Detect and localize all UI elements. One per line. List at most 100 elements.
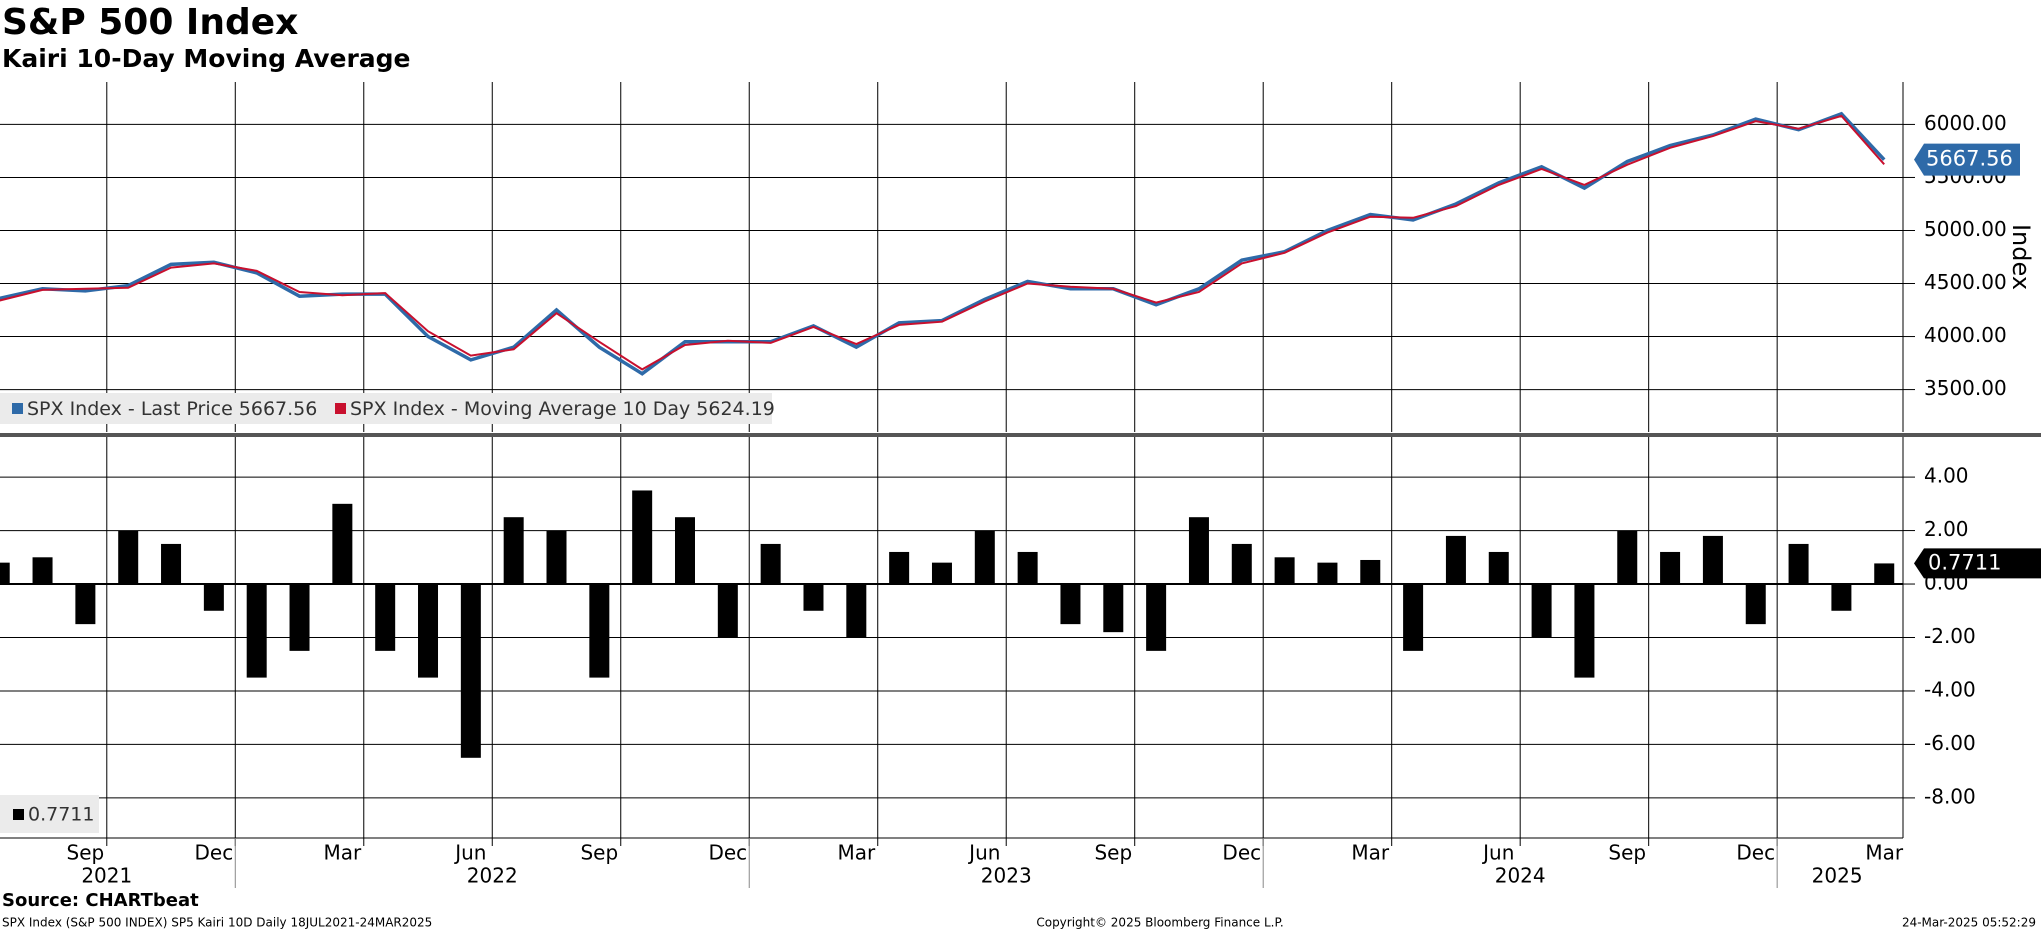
bar [889, 551, 910, 585]
x-tick-label: Sep [580, 841, 618, 865]
y-tick-label: 3500.00 [1924, 376, 2007, 400]
legend-name: SPX Index - Last Price [27, 398, 233, 420]
x-tick-label: Sep [1608, 841, 1646, 865]
legend-box [0, 393, 772, 424]
last-value-label: 5667.56 [1926, 147, 2013, 171]
x-year-label: 2022 [467, 864, 518, 888]
x-tick-label: Dec [1736, 841, 1775, 865]
last-value-callout [1914, 143, 2020, 176]
footer-right: 24-Mar-2025 05:52:29 [1902, 916, 2036, 930]
bar [1017, 551, 1038, 585]
footer-center: Copyright© 2025 Bloomberg Finance L.P. [1036, 916, 1283, 930]
bar [32, 557, 53, 585]
bar [1146, 584, 1167, 651]
bar [460, 584, 481, 758]
bar [1317, 562, 1338, 585]
last-value-label: 0.7711 [1928, 550, 2001, 574]
legend-value: 0.7711 [28, 804, 94, 826]
bar [1360, 559, 1381, 585]
x-tick-label: Dec [195, 841, 234, 865]
bar [931, 562, 952, 585]
x-tick-label: Dec [708, 841, 747, 865]
chart-subtitle: Kairi 10-Day Moving Average [2, 44, 411, 73]
bar [589, 584, 610, 678]
chart-title: S&P 500 Index [2, 2, 298, 43]
legend-value: 5624.19 [696, 398, 775, 420]
bar [118, 530, 139, 585]
bar [1531, 584, 1552, 638]
footer-left: SPX Index (S&P 500 INDEX) SP5 Kairi 10D … [2, 916, 432, 930]
bar [1660, 551, 1681, 585]
bar [1488, 551, 1509, 585]
bar [1617, 530, 1638, 585]
x-tick-label: Mar [837, 841, 876, 865]
bar [161, 543, 182, 585]
bar [418, 584, 439, 678]
last-value-callout [1914, 548, 2041, 579]
bar [1403, 584, 1424, 651]
x-tick-label: Jun [1481, 841, 1514, 865]
bar [1060, 584, 1081, 625]
y-axis-label: Index [2007, 224, 2035, 290]
legend-value: 5667.56 [239, 398, 318, 420]
x-year-label: 2023 [981, 864, 1032, 888]
bar [717, 584, 738, 638]
x-tick-label: Dec [1222, 841, 1261, 865]
legend-name: SPX Index - Moving Average 10 Day [350, 398, 690, 420]
x-tick-label: Mar [323, 841, 362, 865]
bar [375, 584, 396, 651]
legend-entry: SPX Index - Last Price 5667.56 [27, 398, 317, 420]
bar [75, 584, 96, 625]
bar [1874, 563, 1895, 585]
y-tick-label: -8.00 [1924, 784, 1976, 808]
x-tick-label: Mar [1865, 841, 1904, 865]
bar [503, 517, 524, 585]
x-tick-label: Jun [967, 841, 1000, 865]
bar [1188, 517, 1209, 585]
legend-entry: SPX Index - Moving Average 10 Day 5624.19 [350, 398, 775, 420]
bar [1445, 535, 1466, 585]
bar [203, 584, 224, 611]
x-year-label: 2024 [1495, 864, 1546, 888]
y-tick-label: -2.00 [1924, 624, 1976, 648]
legend-swatch [13, 809, 24, 820]
series-line [0, 114, 1885, 371]
bar [1574, 584, 1595, 678]
x-year-label: 2021 [81, 864, 132, 888]
bar [1745, 584, 1766, 625]
legend-swatch [12, 403, 23, 414]
bar [289, 584, 310, 651]
y-tick-label: -6.00 [1924, 731, 1976, 755]
y-tick-label: 2.00 [1924, 517, 1969, 541]
y-tick-label: 6000.00 [1924, 111, 2007, 135]
bar [760, 543, 781, 585]
x-year-label: 2025 [1812, 864, 1863, 888]
legend-swatch [335, 403, 346, 414]
x-tick-label: Jun [453, 841, 486, 865]
bar [846, 584, 867, 638]
bar [1231, 543, 1252, 585]
bar [674, 517, 695, 585]
bar [1702, 535, 1723, 585]
source: Source: CHARTbeat [2, 890, 199, 911]
bar [246, 584, 267, 678]
bar [1274, 557, 1295, 585]
bar [1831, 584, 1852, 611]
bar [0, 562, 10, 585]
y-tick-label: -4.00 [1924, 677, 1976, 701]
y-tick-label: 5000.00 [1924, 217, 2007, 241]
bar [803, 584, 824, 611]
bar [1788, 543, 1809, 585]
bar [632, 490, 653, 585]
x-tick-label: Sep [1094, 841, 1132, 865]
x-tick-label: Sep [67, 841, 105, 865]
bar [332, 503, 353, 585]
y-tick-label: 4000.00 [1924, 323, 2007, 347]
bar [546, 530, 567, 585]
bar [1103, 584, 1124, 633]
bar [974, 530, 995, 585]
y-tick-label: 4500.00 [1924, 270, 2007, 294]
x-tick-label: Mar [1351, 841, 1390, 865]
